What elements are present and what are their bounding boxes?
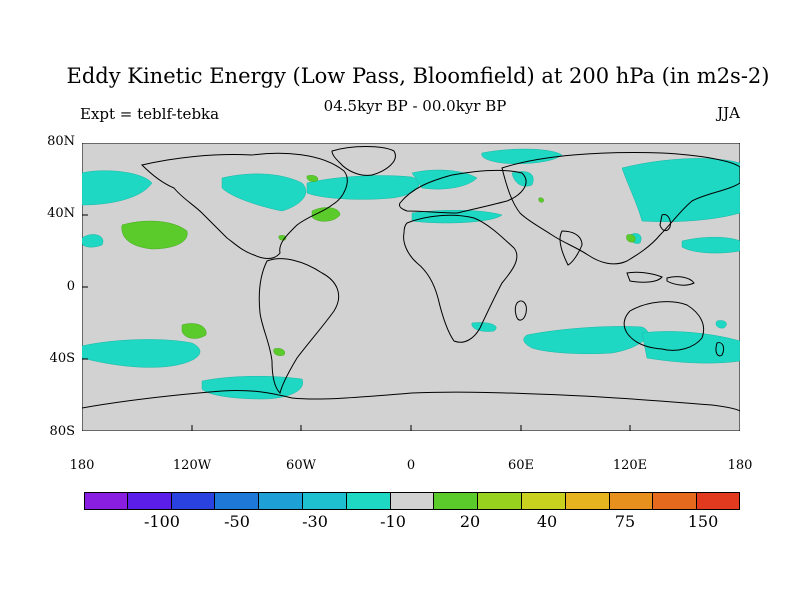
positive-anomaly-regions (121, 175, 636, 356)
colorbar-swatch (390, 492, 435, 510)
x-tick-120e: 120E (612, 458, 648, 473)
map-ticks (82, 143, 740, 431)
colorbar-label: 40 (536, 512, 558, 531)
colorbar-swatch (565, 492, 610, 510)
colorbar-label: 150 (687, 512, 719, 531)
colorbar-label: 75 (614, 512, 636, 531)
colorbar-label: -30 (302, 512, 328, 531)
colorbar-swatch (521, 492, 566, 510)
colorbar-label: -10 (380, 512, 406, 531)
colorbar-swatch (302, 492, 347, 510)
x-tick-60w: 60W (286, 458, 316, 473)
colorbar-label: 20 (459, 512, 481, 531)
colorbar-swatch (215, 492, 260, 510)
colorbar-frame (84, 492, 740, 510)
colorbar-swatch (609, 492, 654, 510)
colorbar-label: -50 (224, 512, 250, 531)
negative-anomaly-regions (82, 148, 740, 400)
world-map (82, 143, 740, 431)
colorbar (84, 492, 740, 510)
x-tick-180e: 180 (727, 458, 753, 473)
x-tick-180w: 180 (69, 458, 95, 473)
colorbar-swatch (697, 492, 740, 510)
y-tick-40n: 40N (47, 206, 75, 221)
x-tick-120w: 120W (172, 458, 212, 473)
colorbar-label: -100 (144, 512, 180, 531)
colorbar-swatch (84, 492, 128, 510)
y-tick-80s: 80S (49, 424, 75, 439)
colorbar-swatch (434, 492, 479, 510)
x-tick-0: 0 (406, 458, 416, 473)
y-tick-40s: 40S (49, 351, 75, 366)
colorbar-swatch (259, 492, 303, 510)
y-tick-80n: 80N (47, 134, 75, 149)
map-title: Eddy Kinetic Energy (Low Pass, Bloomfiel… (66, 64, 770, 88)
colorbar-swatch (653, 492, 698, 510)
season-label: JJA (717, 104, 740, 122)
y-tick-0: 0 (66, 279, 75, 294)
colorbar-swatch (478, 492, 522, 510)
colorbar-swatch (346, 492, 391, 510)
experiment-label: Expt = teblf-tebka (80, 105, 220, 123)
map-subtitle: 04.5kyr BP - 00.0kyr BP (323, 97, 507, 115)
x-tick-60e: 60E (507, 458, 535, 473)
colorbar-swatch (171, 492, 216, 510)
coastlines (82, 146, 740, 431)
colorbar-swatch (127, 492, 172, 510)
